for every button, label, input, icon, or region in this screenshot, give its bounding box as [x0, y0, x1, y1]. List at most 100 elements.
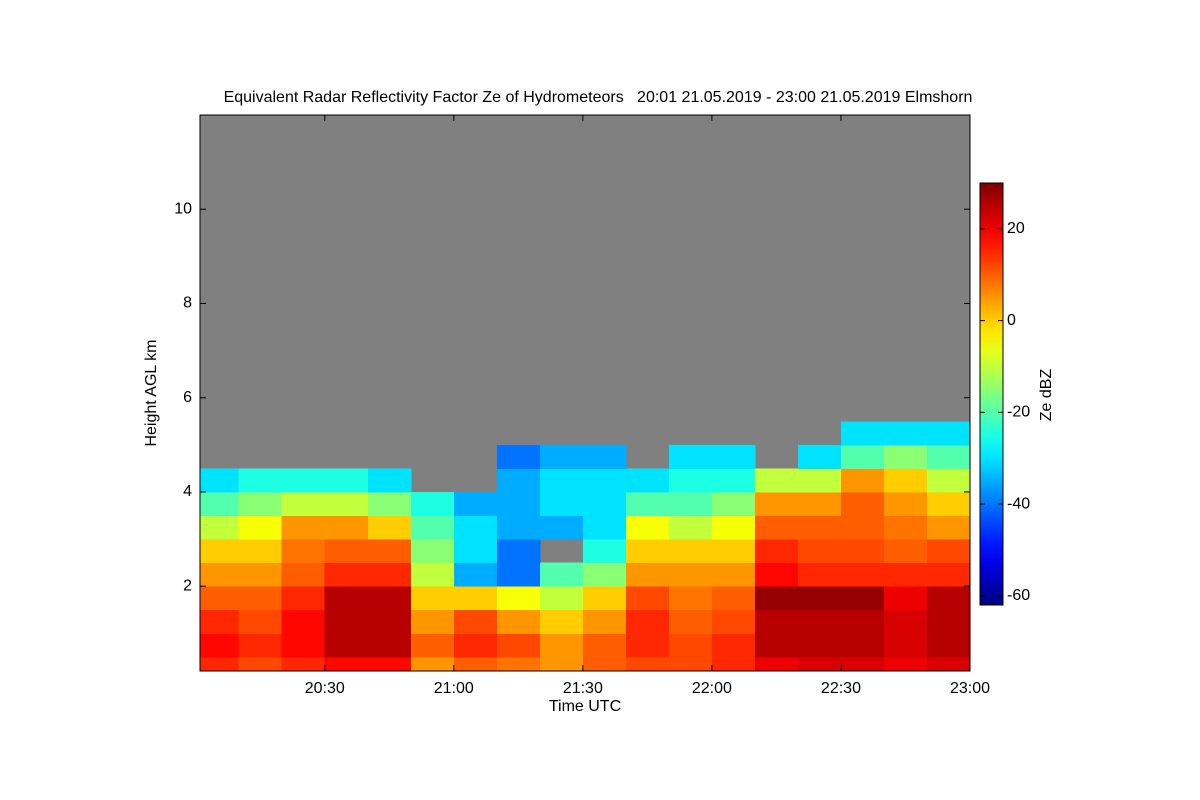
- heatmap: [200, 421, 971, 672]
- heatmap-cell: [883, 421, 928, 446]
- heatmap-cell: [238, 515, 283, 540]
- heatmap-cell: [582, 468, 627, 493]
- heatmap-cell: [539, 444, 584, 469]
- heatmap-cell: [324, 491, 369, 517]
- heatmap-cell: [883, 633, 928, 658]
- heatmap-cell: [200, 515, 240, 540]
- heatmap-cell: [539, 515, 584, 540]
- heatmap-cell: [496, 539, 541, 564]
- heatmap-cell: [926, 421, 971, 446]
- heatmap-cell: [496, 444, 541, 469]
- heatmap-cell: [582, 633, 627, 658]
- heatmap-cell: [281, 656, 326, 672]
- heatmap-cell: [840, 609, 885, 634]
- heatmap-cell: [926, 656, 971, 672]
- y-tick-label: 8: [183, 295, 192, 312]
- heatmap-cell: [496, 562, 541, 587]
- heatmap-cell: [238, 586, 283, 611]
- chart-title: Equivalent Radar Reflectivity Factor Ze …: [224, 89, 973, 106]
- x-tick-label: 22:00: [692, 680, 732, 697]
- heatmap-cell: [883, 491, 928, 517]
- heatmap-cell: [711, 562, 756, 587]
- heatmap-cell: [281, 562, 326, 587]
- heatmap-cell: [754, 491, 799, 517]
- heatmap-cell: [926, 515, 971, 540]
- heatmap-cell: [625, 468, 670, 493]
- heatmap-cell: [539, 633, 584, 658]
- heatmap-cell: [582, 444, 627, 469]
- heatmap-cell: [410, 633, 455, 658]
- heatmap-cell: [668, 656, 713, 672]
- heatmap-cell: [496, 633, 541, 658]
- heatmap-cell: [840, 444, 885, 469]
- heatmap-cell: [797, 562, 842, 587]
- heatmap-cell: [668, 468, 713, 493]
- heatmap-cell: [797, 656, 842, 672]
- heatmap-cell: [754, 586, 799, 611]
- heatmap-cell: [926, 444, 971, 469]
- x-tick-label: 21:00: [434, 680, 474, 697]
- heatmap-cell: [367, 586, 412, 611]
- heatmap-cell: [711, 586, 756, 611]
- heatmap-cell: [711, 491, 756, 517]
- heatmap-cell: [625, 586, 670, 611]
- heatmap-cell: [883, 515, 928, 540]
- heatmap-cell: [625, 656, 670, 672]
- heatmap-cell: [200, 468, 240, 493]
- heatmap-cell: [711, 468, 756, 493]
- heatmap-cell: [754, 539, 799, 564]
- heatmap-cell: [238, 539, 283, 564]
- y-tick-label: 10: [174, 200, 192, 217]
- heatmap-cell: [840, 633, 885, 658]
- heatmap-cell: [883, 562, 928, 587]
- heatmap-cell: [238, 562, 283, 587]
- heatmap-cell: [754, 515, 799, 540]
- heatmap-cell: [668, 515, 713, 540]
- heatmap-cell: [539, 656, 584, 672]
- heatmap-cell: [625, 562, 670, 587]
- heatmap-cell: [625, 633, 670, 658]
- heatmap-cell: [410, 562, 455, 587]
- heatmap-cell: [883, 609, 928, 634]
- heatmap-cell: [797, 468, 842, 493]
- heatmap-cell: [883, 656, 928, 672]
- heatmap-cell: [582, 491, 627, 517]
- heatmap-cell: [582, 562, 627, 587]
- heatmap-cell: [840, 421, 885, 446]
- heatmap-cell: [453, 491, 498, 517]
- heatmap-cell: [926, 539, 971, 564]
- heatmap-cell: [238, 609, 283, 634]
- heatmap-cell: [324, 609, 369, 634]
- heatmap-cell: [926, 633, 971, 658]
- heatmap-cell: [453, 515, 498, 540]
- heatmap-cell: [840, 468, 885, 493]
- heatmap-cell: [711, 539, 756, 564]
- heatmap-cell: [754, 468, 799, 493]
- heatmap-cell: [883, 586, 928, 611]
- y-tick-label: 6: [183, 389, 192, 406]
- colorbar-label: Ze dBZ: [1038, 369, 1055, 422]
- heatmap-cell: [840, 539, 885, 564]
- colorbar-tick-label: -60: [1007, 587, 1030, 604]
- heatmap-cell: [281, 633, 326, 658]
- heatmap-cell: [625, 539, 670, 564]
- heatmap-cell: [496, 656, 541, 672]
- heatmap-cell: [496, 586, 541, 611]
- heatmap-cell: [238, 491, 283, 517]
- heatmap-cell: [453, 656, 498, 672]
- heatmap-cell: [367, 609, 412, 634]
- heatmap-cell: [324, 633, 369, 658]
- heatmap-cell: [324, 515, 369, 540]
- heatmap-cell: [453, 633, 498, 658]
- heatmap-cell: [367, 562, 412, 587]
- heatmap-cell: [711, 609, 756, 634]
- heatmap-cell: [797, 609, 842, 634]
- heatmap-cell: [668, 633, 713, 658]
- heatmap-cell: [200, 656, 240, 672]
- heatmap-cell: [797, 444, 842, 469]
- heatmap-cell: [754, 633, 799, 658]
- colorbar: [979, 182, 1004, 606]
- heatmap-cell: [711, 444, 756, 469]
- heatmap-cell: [410, 515, 455, 540]
